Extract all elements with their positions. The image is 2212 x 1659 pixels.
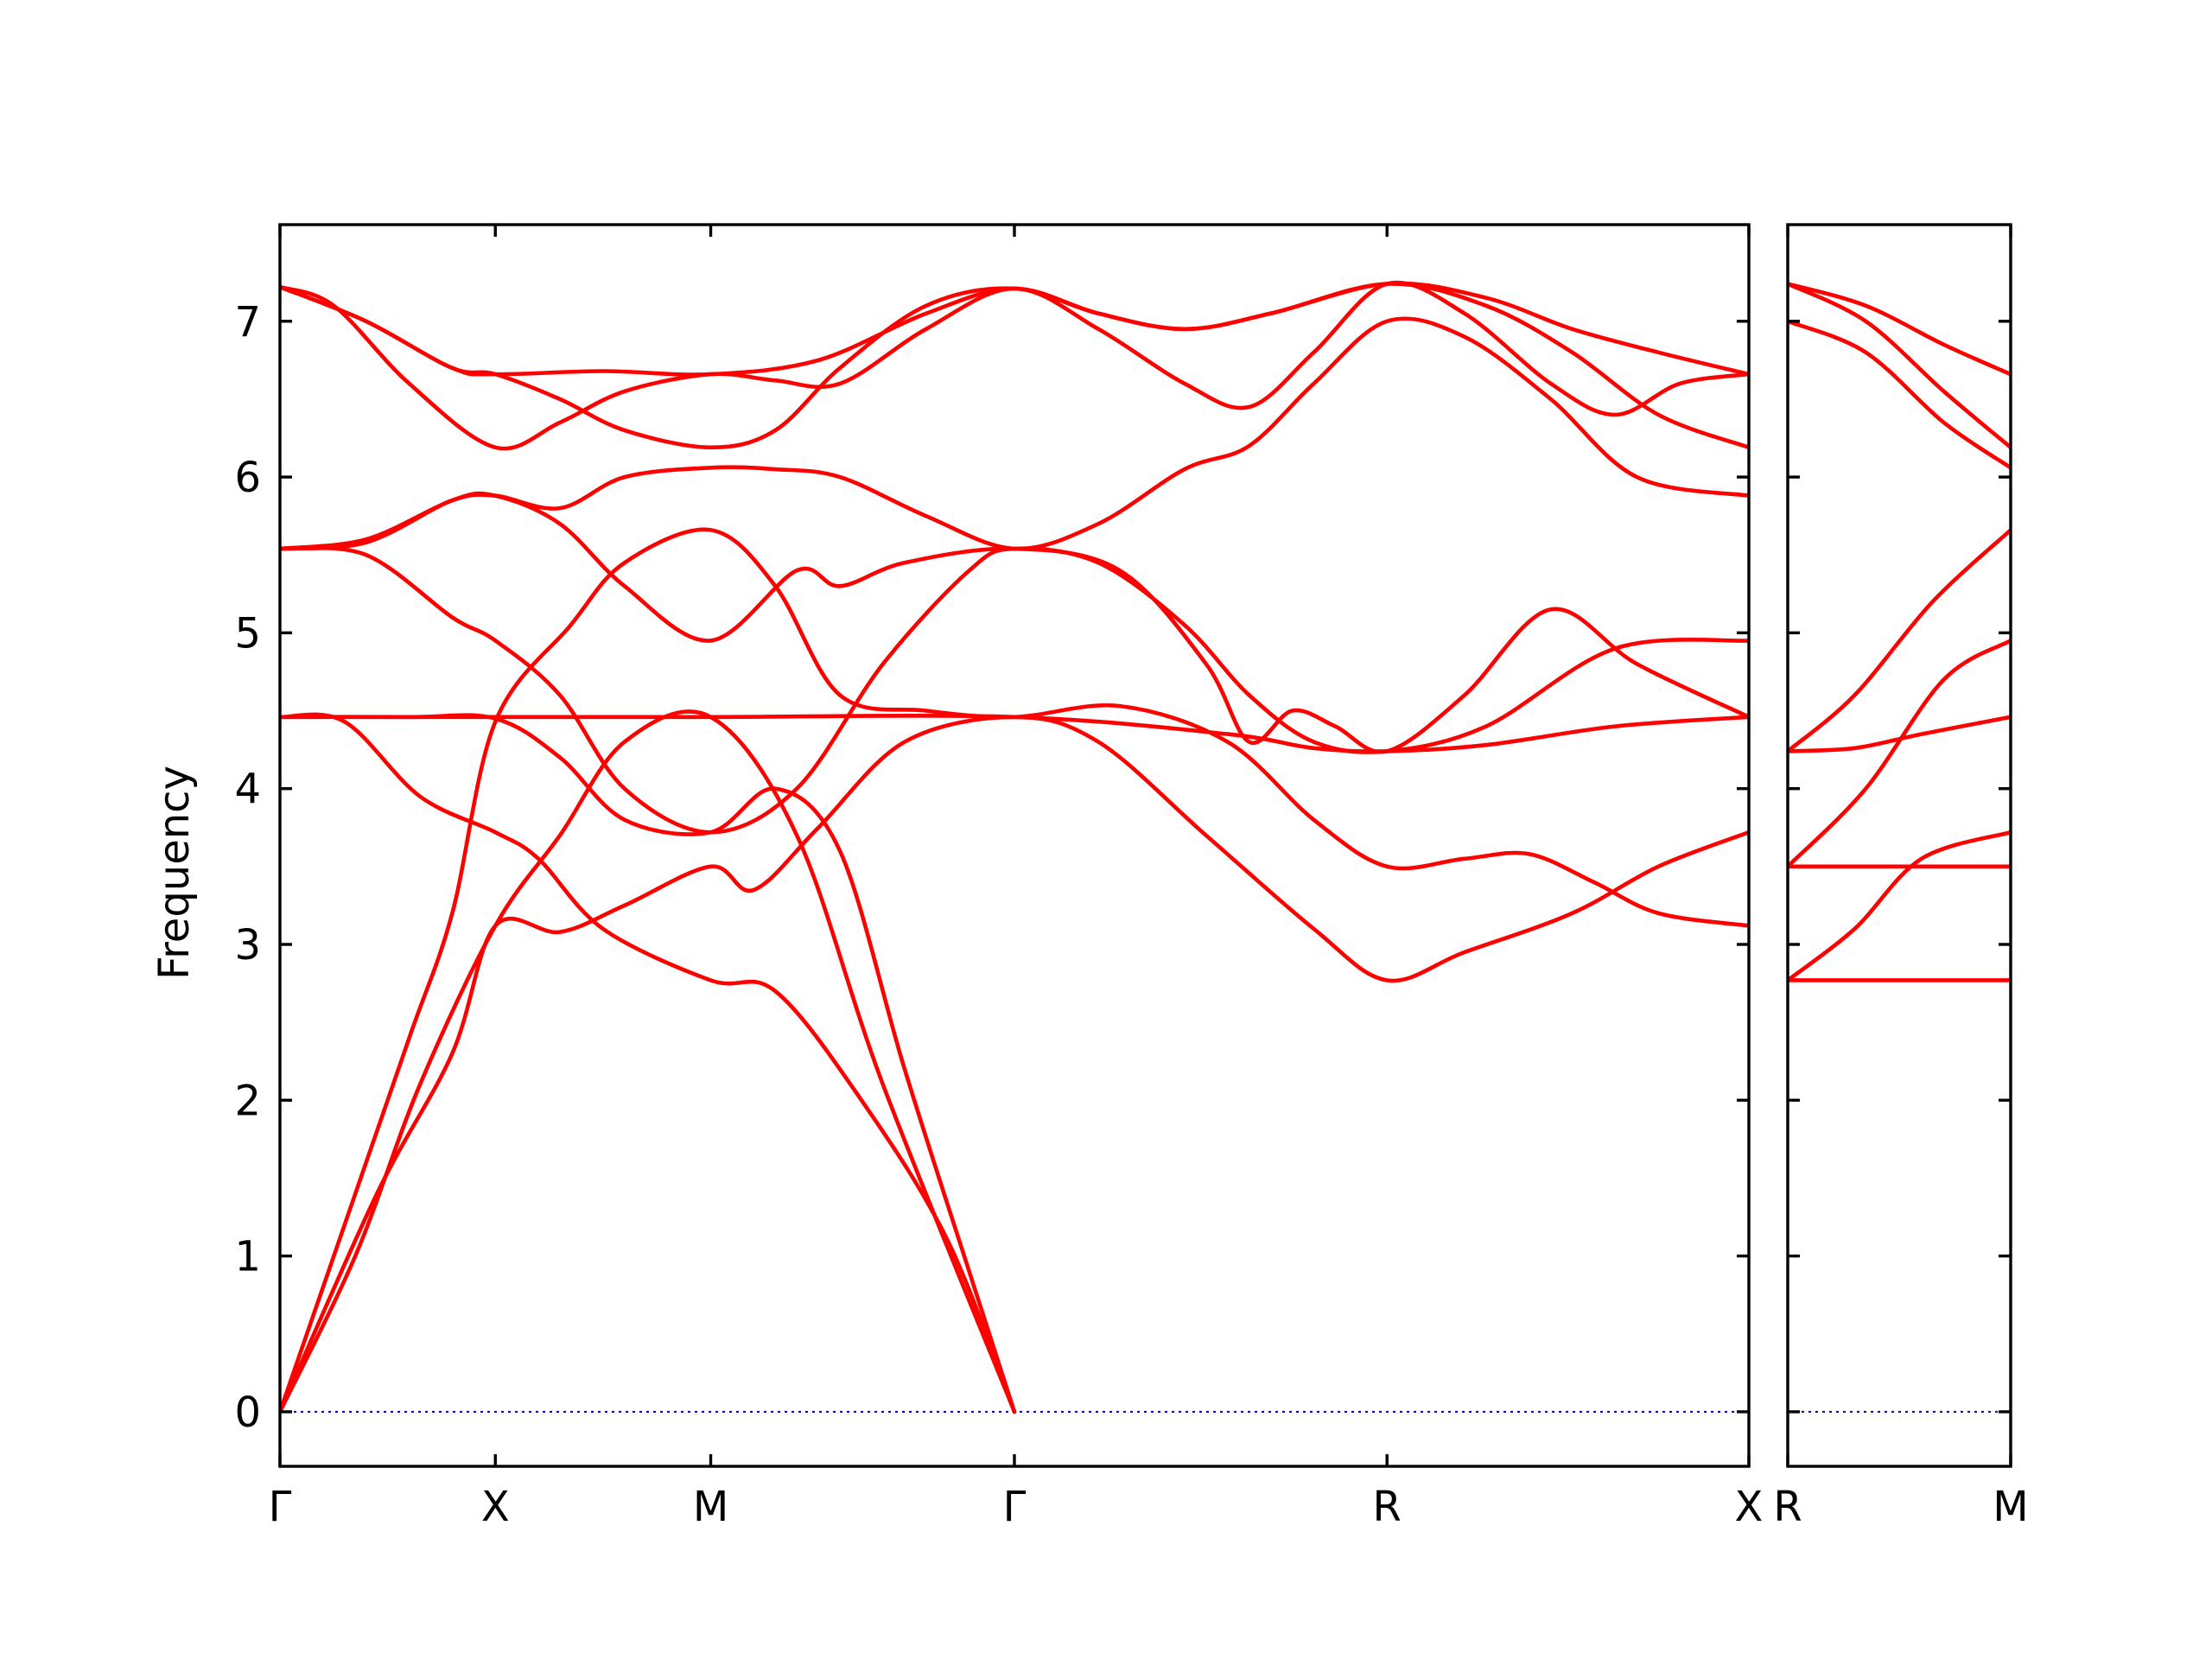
plot-frame	[278, 223, 1751, 1468]
x-tick-label: M	[1993, 1483, 2028, 1531]
band-group	[1788, 282, 2011, 982]
x-tick-label: Γ	[1003, 1483, 1027, 1531]
band-1-8	[1788, 282, 2011, 377]
y-tick-label: 1	[234, 1233, 261, 1281]
y-tick-label: 5	[234, 609, 261, 658]
plot-frame	[1786, 223, 2012, 1468]
y-tick-label: 4	[234, 766, 261, 814]
band-1-7	[1788, 282, 2011, 450]
band-1-3	[1788, 639, 2011, 869]
y-tick-label: 7	[234, 298, 261, 346]
panel-main: 0 1 2 3 4 5 6 7 Γ X M Γ R X	[234, 223, 1764, 1531]
y-axis-label: Frequency	[150, 766, 199, 980]
x-tick-label: M	[693, 1483, 728, 1531]
x-tick-label: X	[481, 1483, 510, 1531]
band-1-6	[1788, 319, 2011, 470]
x-tick-label: Γ	[269, 1483, 292, 1531]
y-tick-label: 0	[234, 1389, 261, 1437]
band-1-1	[1788, 830, 2011, 982]
band-group	[280, 280, 1749, 1414]
band-0-3	[280, 712, 1017, 1414]
band-0-6	[280, 545, 1749, 835]
x-tick-label: R	[1373, 1483, 1402, 1531]
band-0-4	[280, 713, 1017, 1414]
band-0-5	[280, 713, 1749, 753]
y-tick-label: 6	[234, 454, 261, 502]
band-0-10	[280, 282, 1749, 450]
band-0-8	[280, 316, 1749, 551]
band-1-4	[1788, 715, 2011, 753]
band-0-2	[280, 715, 1749, 1414]
band-0-9	[280, 280, 1749, 451]
band-1-5	[1788, 528, 2011, 753]
band-0-11	[280, 281, 1749, 377]
y-tick-label: 2	[234, 1077, 261, 1125]
x-tick-label: X	[1735, 1483, 1764, 1531]
x-tick-label: R	[1773, 1483, 1802, 1531]
y-tick-label: 3	[234, 921, 261, 969]
band-0-0	[280, 527, 1749, 1414]
